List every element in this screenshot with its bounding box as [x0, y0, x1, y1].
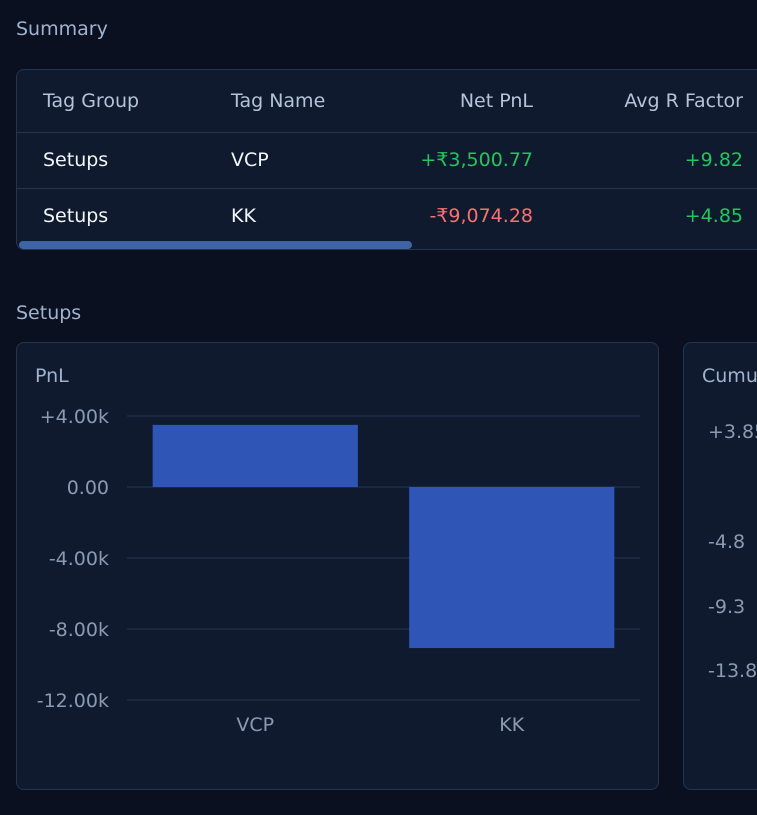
avg-r-factor-cell: +4.85	[684, 205, 743, 227]
y-tick-label: -8.00k	[49, 619, 109, 641]
x-tick-label: KK	[499, 714, 524, 736]
y-tick-label: -12.00k	[37, 690, 109, 712]
y-tick-label: -4.00k	[49, 548, 109, 570]
summary-title: Summary	[16, 18, 108, 40]
bar-vcp[interactable]	[152, 424, 358, 487]
tag-name-cell: VCP	[231, 149, 269, 171]
y-tick-label: 0.00	[67, 477, 109, 499]
pnl-bar-chart: +4.00k 0.00 -4.00k -8.00k -12.00k VCP KK	[37, 406, 640, 736]
column-header-tag-name[interactable]: Tag Name	[231, 90, 326, 112]
table-row[interactable]: Setups KK -₹9,074.28 +4.85	[17, 188, 757, 244]
column-header-net-pnl[interactable]: Net PnL	[459, 90, 533, 112]
tag-group-cell: Setups	[43, 205, 109, 227]
cumulative-y-tick-label: +3.85	[708, 421, 757, 443]
avg-r-factor-cell: +9.82	[684, 149, 743, 171]
cumulative-y-tick-label: -4.8	[708, 531, 745, 553]
pnl-chart-card: PnL +4.00k 0.00 -4.00k -8.00k -12.00k VCP KK	[16, 342, 659, 790]
cumulative-chart: +3.85 -4.8 -9.3 -13.8	[708, 421, 757, 682]
x-tick-label: VCP	[236, 714, 274, 736]
summary-table: Tag Group Tag Name Net PnL Avg R Factor …	[16, 69, 757, 250]
table-row[interactable]: Setups VCP +₹3,500.77 +9.82	[17, 132, 757, 189]
cumulative-y-tick-label: -9.3	[708, 596, 745, 618]
net-pnl-cell: -₹9,074.28	[429, 205, 533, 227]
column-header-tag-group[interactable]: Tag Group	[43, 90, 140, 112]
setups-title: Setups	[16, 302, 82, 324]
y-tick-label: +4.00k	[40, 406, 109, 428]
tag-group-cell: Setups	[43, 149, 109, 171]
net-pnl-cell: +₹3,500.77	[420, 149, 533, 171]
horizontal-scrollbar[interactable]	[19, 241, 412, 249]
column-header-avg-r-factor[interactable]: Avg R Factor	[624, 90, 743, 112]
cumulative-y-tick-label: -13.8	[708, 660, 757, 682]
cumulative-chart-title: Cumu	[702, 365, 757, 387]
cumulative-chart-card: Cumu +3.85 -4.8 -9.3 -13.8	[683, 342, 757, 790]
table-header-row: Tag Group Tag Name Net PnL Avg R Factor	[17, 70, 757, 133]
pnl-chart-title: PnL	[35, 365, 69, 387]
bar-kk[interactable]	[409, 487, 615, 649]
tag-name-cell: KK	[231, 205, 256, 227]
